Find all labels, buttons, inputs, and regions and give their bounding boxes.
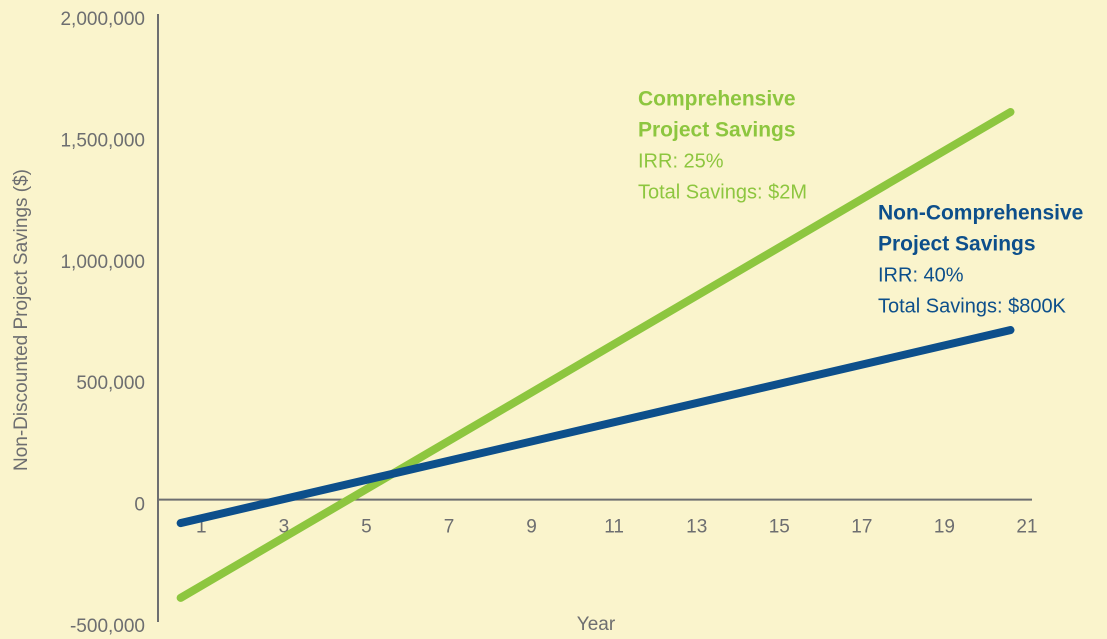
- annotation-title: Project Savings: [878, 233, 1036, 256]
- y-axis-label: Non-Discounted Project Savings ($): [11, 169, 32, 471]
- x-tick-label: 7: [444, 517, 455, 538]
- x-tick-label: 9: [526, 517, 537, 538]
- y-tick-label: 1,500,000: [60, 130, 145, 151]
- x-tick-label: 21: [1016, 517, 1037, 538]
- x-tick-label: 5: [361, 517, 372, 538]
- annotation-text: Total Savings: $800K: [878, 295, 1067, 317]
- annotation-text: IRR: 40%: [878, 264, 964, 286]
- annotation-title: Comprehensive: [638, 88, 796, 111]
- x-tick-label: 1: [196, 517, 207, 538]
- x-axis-label: Year: [577, 614, 616, 635]
- y-tick-label: 500,000: [76, 373, 145, 394]
- series-line: [176, 326, 1015, 528]
- annotation-title: Project Savings: [638, 119, 796, 142]
- x-tick-label: 17: [851, 517, 872, 538]
- series-line: [176, 108, 1015, 602]
- annotation-title: Non-Comprehensive: [878, 202, 1083, 225]
- y-tick-label: 0: [134, 495, 145, 516]
- x-tick-label: 13: [686, 517, 707, 538]
- annotation-text: Total Savings: $2M: [638, 181, 807, 203]
- y-tick-label: 1,000,000: [60, 252, 145, 273]
- y-tick-label: 2,000,000: [60, 9, 145, 30]
- y-tick-label: -500,000: [70, 616, 145, 637]
- annotation-text: IRR: 25%: [638, 150, 724, 172]
- x-tick-label: 3: [279, 517, 290, 538]
- x-tick-label: 15: [769, 517, 790, 538]
- x-tick-label: 11: [604, 517, 624, 538]
- x-tick-label: 19: [934, 517, 955, 538]
